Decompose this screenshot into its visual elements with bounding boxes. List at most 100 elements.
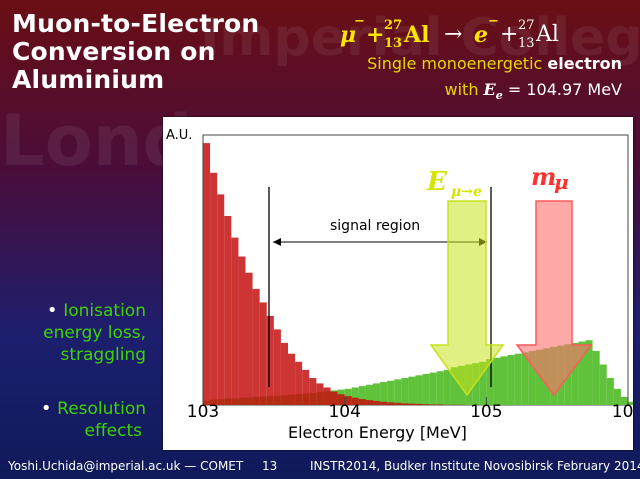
signal-spectrum-bar	[620, 396, 628, 405]
signal-spectrum-bar	[628, 401, 636, 405]
signal-spectrum-bar	[415, 375, 423, 405]
bullet-1-line-2: energy loss,	[43, 323, 146, 343]
footer-author: Yoshi.Uchida@imperial.ac.uk — COMET	[8, 459, 244, 473]
eq-arrow: →	[444, 22, 463, 47]
subtitle-line-1: Single monoenergetic electron	[367, 54, 622, 73]
dio-background-bar	[273, 329, 281, 405]
bullet-ionisation: • Ionisation energy loss, straggling	[43, 300, 146, 366]
eq-plus-1: +	[366, 22, 385, 48]
dio-background-bar	[252, 288, 260, 405]
x-tick-label: 106	[612, 402, 633, 422]
signal-spectrum-bar	[358, 386, 366, 405]
dio-background-bar	[337, 394, 345, 405]
dio-background-bar	[394, 402, 402, 405]
m-mu-label: m	[531, 162, 556, 191]
signal-spectrum-bar	[578, 341, 586, 405]
dio-background-bar	[302, 369, 310, 405]
dio-background-bar	[436, 404, 444, 405]
subtitle-ee-sub: e	[495, 89, 503, 102]
dio-background-bar	[245, 272, 253, 405]
dio-background-bar	[365, 400, 373, 405]
signal-spectrum-bar	[422, 373, 430, 405]
signal-spectrum-bar	[500, 356, 508, 405]
dio-background-bar	[330, 391, 338, 405]
signal-spectrum-bar	[450, 367, 458, 405]
signal-spectrum-bar	[479, 361, 487, 405]
eq-z-2: 13	[518, 36, 535, 51]
eq-electron: e	[474, 22, 488, 48]
dio-background-bar	[295, 361, 303, 405]
subtitle-electron: electron	[547, 54, 622, 73]
slide-title: Muon-to-Electron Conversion on Aluminium	[12, 10, 259, 94]
signal-spectrum-bar	[429, 372, 437, 405]
bullet-1-text-1: Ionisation	[63, 301, 146, 321]
dio-background-bar	[387, 402, 395, 405]
signal-spectrum-bar	[507, 355, 515, 405]
eq-al-2: Al	[536, 22, 559, 47]
signal-spectrum-bar	[535, 349, 543, 405]
spectrum-chart: A.U. Electron Energy [MeV] 103104105106 …	[166, 128, 640, 442]
signal-spectrum-bar	[380, 382, 388, 405]
signal-spectrum-bar	[528, 351, 536, 405]
bullet-2-text-1: Resolution	[57, 399, 146, 419]
eq-mu: μ	[340, 22, 357, 48]
subtitle-line-2: with Ee = 104.97 MeV	[444, 80, 622, 102]
e-mu-e-label-sub: μ→e	[451, 184, 482, 200]
signal-spectrum-bar	[486, 359, 494, 405]
dio-background-bar	[238, 256, 246, 405]
signal-spectrum-bar	[401, 378, 409, 405]
dio-background-bar	[217, 194, 225, 405]
signal-spectrum-bar	[592, 351, 600, 405]
dio-background-bar	[415, 403, 423, 405]
footer-page-number: 13	[262, 459, 278, 473]
dio-background-bar	[373, 400, 381, 405]
bullet-1-line-3: straggling	[60, 345, 146, 365]
dio-background-bar	[422, 404, 430, 405]
footer-conference: INSTR2014, Budker Institute Novosibirsk …	[310, 459, 640, 473]
eq-plus-2: +	[500, 22, 519, 47]
dio-background-bar	[288, 353, 296, 405]
bullet-2-line-1: • Resolution	[40, 398, 146, 419]
m-mu-arrow	[515, 200, 593, 397]
dio-background-bar	[210, 172, 218, 405]
dio-background-bar	[351, 397, 359, 405]
dio-background-bar	[380, 401, 388, 405]
bullet-1-line-1: • Ionisation	[46, 300, 146, 321]
signal-spectrum-bar	[514, 353, 522, 405]
dio-background-bar	[344, 396, 352, 405]
title-line-3: Aluminium	[12, 65, 165, 94]
eq-mass-1: 27	[384, 18, 403, 33]
dio-background-bar	[231, 237, 239, 405]
dio-background-bar	[429, 404, 437, 405]
x-axis-label: Electron Energy [MeV]	[288, 423, 467, 442]
signal-region-label: signal region	[330, 218, 420, 234]
x-tick-label: 104	[328, 402, 360, 422]
dio-background-bar	[224, 216, 232, 405]
e-mu-e-label: E	[426, 167, 448, 197]
m-mu-label-sub: μ	[554, 170, 569, 194]
eq-mu-charge: −	[354, 14, 365, 29]
signal-spectrum-bar	[387, 380, 395, 405]
eq-z-1: 13	[384, 36, 403, 51]
signal-spectrum-bar	[493, 357, 501, 405]
title-line-2: Conversion on	[12, 37, 216, 66]
bullet-resolution: • Resolution effects	[41, 398, 146, 442]
subtitle-text-1: Single monoenergetic	[367, 54, 548, 73]
eq-al-1: Al	[404, 22, 430, 48]
signal-spectrum-bar	[613, 388, 621, 405]
dio-background-bar	[280, 342, 288, 405]
signal-spectrum-bar	[521, 352, 529, 405]
signal-spectrum-bar	[408, 376, 416, 405]
signal-spectrum-bar	[436, 371, 444, 405]
signal-spectrum-bar	[599, 364, 607, 405]
dio-background-bar	[259, 302, 267, 405]
dio-background-bar	[323, 387, 331, 405]
signal-spectrum-bar	[351, 387, 359, 405]
x-tick-label: 105	[470, 402, 502, 422]
subtitle-text-2: with	[444, 80, 484, 99]
signal-spectrum-bar	[365, 384, 373, 405]
signal-spectrum-bar	[394, 379, 402, 405]
energy-spectrum-plot: A.U. Electron Energy [MeV] 103104105106 …	[163, 117, 640, 450]
eq-mass-2: 27	[518, 18, 535, 33]
dio-background-bar	[358, 399, 366, 405]
